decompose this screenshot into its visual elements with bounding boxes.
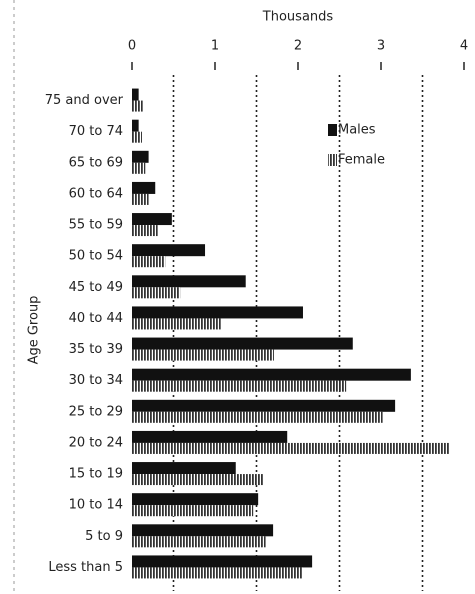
bar (132, 368, 411, 381)
x-tick-label: 4 (460, 39, 468, 54)
y-tick-label: 70 to 74 (69, 124, 123, 139)
bar (132, 337, 353, 350)
bar (132, 524, 274, 537)
y-tick-label: 10 to 14 (69, 498, 123, 513)
bar (132, 275, 246, 288)
legend-swatch (328, 124, 337, 136)
bar (132, 88, 139, 101)
bar (132, 555, 313, 568)
bar (132, 150, 149, 163)
y-tick-label: 60 to 64 (69, 186, 123, 201)
x-tick-label: 2 (294, 39, 302, 54)
bar (132, 181, 156, 194)
bar (132, 380, 347, 392)
y-tick-label: 50 to 54 (69, 249, 123, 264)
y-tick-label: 75 and over (45, 93, 124, 108)
bar (132, 100, 143, 112)
bar (132, 399, 396, 412)
bar (132, 474, 264, 486)
legend-label: Males (338, 123, 376, 138)
bar (132, 244, 206, 257)
x-axis-title: Thousands (262, 10, 334, 25)
bar (132, 287, 181, 299)
bar (132, 462, 236, 475)
y-tick-label: 20 to 24 (69, 435, 123, 450)
bar (132, 349, 274, 361)
bar (132, 225, 158, 237)
y-tick-label: 55 to 59 (69, 218, 123, 233)
y-axis-title: Age Group (27, 296, 42, 365)
y-tick-label: 35 to 39 (69, 342, 123, 357)
y-tick-label: 15 to 19 (69, 467, 123, 482)
y-tick-label: 65 to 69 (69, 155, 123, 170)
y-tick-label: 40 to 44 (69, 311, 123, 326)
x-tick-label: 1 (211, 39, 219, 54)
bar (132, 256, 166, 268)
y-tick-label: 25 to 29 (69, 404, 123, 419)
bar (132, 493, 259, 506)
bar (132, 505, 254, 517)
y-tick-label: 30 to 34 (69, 373, 123, 388)
bar (132, 193, 149, 205)
bar (132, 567, 303, 579)
bar (132, 306, 303, 319)
bar (132, 131, 142, 143)
y-tick-label: 5 to 9 (85, 529, 123, 544)
bar (132, 213, 172, 226)
bar (132, 430, 288, 443)
x-tick-label: 3 (377, 39, 385, 54)
bar (132, 442, 450, 454)
bar (132, 119, 139, 132)
y-tick-label: 45 to 49 (69, 280, 123, 295)
legend-swatch (328, 154, 337, 166)
x-tick-label: 0 (128, 39, 136, 54)
legend-label: Female (338, 153, 385, 168)
bar (132, 536, 266, 548)
y-tick-label: Less than 5 (48, 560, 123, 575)
bar (132, 411, 383, 423)
bar (132, 318, 221, 330)
bar (132, 162, 146, 174)
